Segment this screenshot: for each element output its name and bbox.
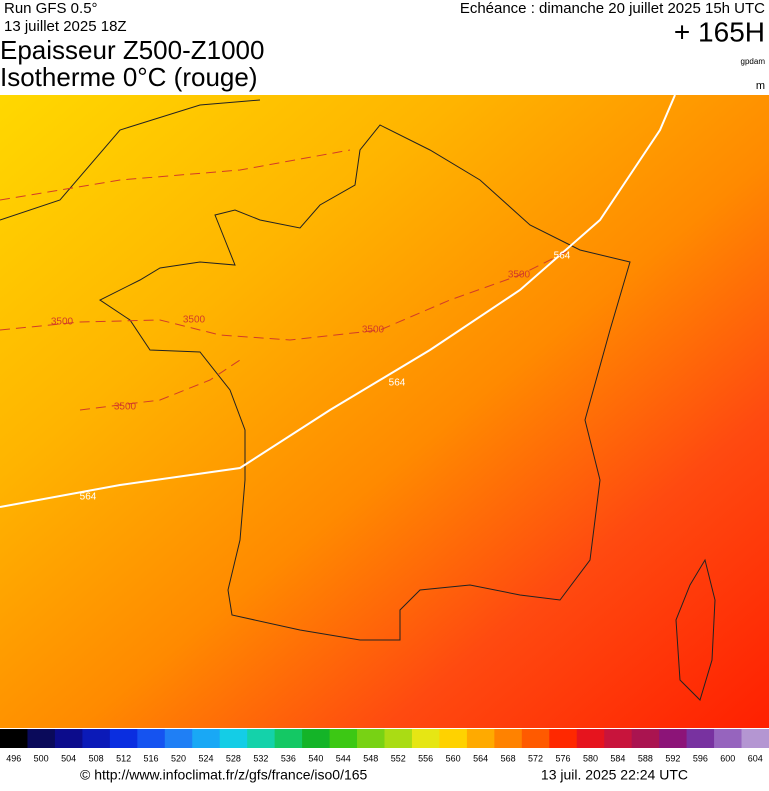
legend-label: 588 (638, 753, 653, 763)
forecast: Echéance : dimanche 20 juillet 2025 15h … (460, 0, 765, 17)
legend-swatch (439, 729, 468, 748)
legend-label: 524 (198, 753, 213, 763)
legend-label: 596 (693, 753, 708, 763)
legend-swatch (686, 729, 715, 748)
legend-label: 572 (528, 753, 543, 763)
legend-swatch (604, 729, 633, 748)
legend-swatch (741, 729, 769, 748)
legend-swatch (631, 729, 660, 748)
subtitle: Isotherme 0°C (rouge) (0, 62, 258, 92)
legend-swatch (219, 729, 248, 748)
legend-swatch (549, 729, 578, 748)
legend-swatch (27, 729, 56, 748)
legend-swatch (274, 729, 303, 748)
lead-time: + 165H (674, 16, 765, 47)
legend-swatch (466, 729, 495, 748)
contour-label: 3500 (51, 317, 74, 328)
legend-label: 536 (281, 753, 296, 763)
isotherm-0c (0, 149, 571, 411)
legend-swatch (192, 729, 221, 748)
legend-swatch (109, 729, 138, 748)
legend-swatch (521, 729, 550, 748)
legend-swatch (357, 729, 385, 748)
unit: m (756, 80, 765, 92)
contour-labels: 564 564 564 3500 3500 3500 3500 3500 (51, 251, 571, 503)
contour-label: 3500 (183, 315, 206, 326)
contour-label: 3500 (362, 325, 385, 336)
legend-swatch (714, 729, 743, 748)
legend-swatch (576, 729, 605, 748)
legend-label: 568 (501, 753, 516, 763)
legend-swatch (0, 729, 28, 748)
legend-label: 540 (308, 753, 323, 763)
legend-swatch (82, 729, 111, 748)
contour-label: 564 (80, 492, 97, 503)
legend-label: 504 (61, 753, 76, 763)
legend-swatch (329, 729, 358, 748)
contour-label: 3500 (508, 270, 531, 281)
legend-label: 580 (583, 753, 598, 763)
source: © http://www.infoclimat.fr/z/gfs/france/… (80, 767, 368, 783)
legend-swatch (247, 729, 276, 748)
legend-swatch (137, 729, 166, 748)
run-date: 13 juillet 2025 18Z (4, 18, 127, 35)
legend-label: 520 (171, 753, 186, 763)
legend-label: 500 (34, 753, 49, 763)
legend-label: 508 (89, 753, 104, 763)
legend-label: 592 (665, 753, 680, 763)
title: Epaisseur Z500-Z1000 (0, 35, 264, 65)
legend-label: 528 (226, 753, 241, 763)
legend-label: 532 (253, 753, 268, 763)
legend-swatch (659, 729, 688, 748)
legend-swatch (164, 729, 193, 748)
coastline (0, 99, 716, 701)
legend-label: 552 (391, 753, 406, 763)
legend-label: 584 (610, 753, 625, 763)
contour-label: 564 (554, 251, 571, 262)
legend-label: 564 (473, 753, 488, 763)
legend-label: 556 (418, 753, 433, 763)
contour-label: 3500 (114, 402, 137, 413)
legend-swatch (384, 729, 413, 748)
legend-label: 604 (748, 753, 763, 763)
legend-swatch (494, 729, 523, 748)
contour-label: 564 (389, 378, 406, 389)
legend-swatch (54, 729, 83, 748)
legend-label: 576 (556, 753, 571, 763)
legend-label: 560 (446, 753, 461, 763)
legend-label: 600 (720, 753, 735, 763)
legend-label: 496 (6, 753, 21, 763)
legend-label: 512 (116, 753, 131, 763)
unit: gpdam (741, 57, 766, 66)
run: Run GFS 0.5° (4, 0, 98, 17)
field (0, 95, 769, 728)
legend-label: 548 (363, 753, 378, 763)
color-legend: 496 500 504 508 512 516 520 524 528 532 536 540 544 5… (0, 729, 769, 763)
isoline-564 (0, 94, 676, 508)
legend-swatch (411, 729, 440, 748)
legend-label: 516 (144, 753, 159, 763)
legend-label: 544 (336, 753, 351, 763)
timestamp: 13 juil. 2025 22:24 UTC (541, 767, 688, 783)
legend-swatch (302, 729, 331, 748)
